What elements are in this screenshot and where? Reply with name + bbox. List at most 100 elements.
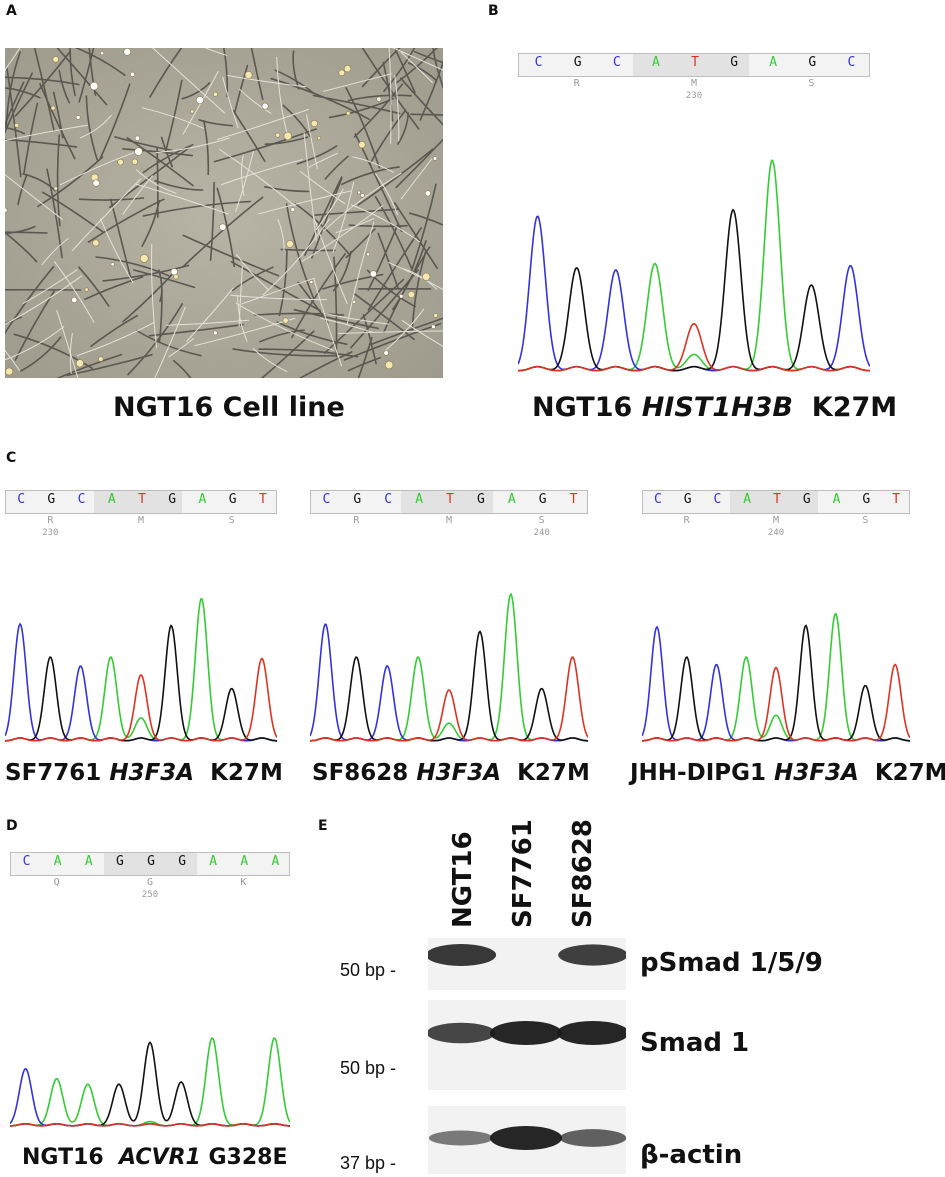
trace-A	[5, 597, 277, 742]
cell-line-micrograph	[5, 48, 443, 378]
sequence-base: G	[47, 492, 56, 507]
sequence-base: G	[228, 492, 237, 507]
sequence-base: G	[538, 492, 547, 507]
sequence-base: G	[862, 492, 871, 507]
lane-label-sf8628: SF8628	[568, 819, 598, 928]
trace-G	[642, 624, 910, 742]
sequence-position-label: 230	[42, 528, 59, 538]
panel-c3-sequence-annotations: R M S 240	[642, 514, 910, 544]
amino-acid-label: G	[146, 877, 154, 888]
trace-T	[518, 322, 870, 372]
panel-c2-sequence-annotations: R M S 240	[310, 514, 588, 544]
marker-label-beta-actin: 37 bp -	[340, 1153, 397, 1173]
sequence-base: G	[802, 492, 811, 507]
sequence-base: A	[198, 492, 207, 507]
sequence-base: C	[653, 492, 662, 507]
panel-c3-chromatogram	[642, 612, 910, 742]
sequence-base: T	[892, 492, 901, 507]
marker-label-pSmad: 50 bp -	[340, 960, 397, 980]
sequence-base: C	[612, 55, 621, 70]
trace-T	[10, 1123, 290, 1127]
sequence-base: T	[446, 492, 454, 507]
sequence-base: G	[683, 492, 692, 507]
sequence-position-label: 230	[685, 91, 703, 101]
panel-b-chromatogram	[518, 159, 870, 372]
sequence-base: A	[507, 492, 516, 507]
sequence-base: A	[832, 492, 841, 507]
sequence-base: A	[769, 55, 778, 70]
panel-label-c: C	[6, 450, 17, 466]
sequence-base: G	[808, 55, 817, 70]
panel-b-caption: NGT16 HIST1H3B K27M	[532, 392, 898, 423]
panel-d-chromatogram	[10, 1037, 290, 1127]
amino-acid-label: R	[573, 78, 580, 89]
sequence-base: C	[534, 55, 543, 70]
protein-label-beta-actin: β-actin	[640, 1140, 743, 1170]
trace-G	[5, 624, 277, 742]
sequence-base: G	[573, 55, 582, 70]
sequence-base: T	[258, 492, 267, 507]
sequence-base: A	[107, 492, 116, 507]
blot-band	[428, 1130, 494, 1146]
sequence-base: G	[730, 55, 739, 70]
sequence-base: A	[415, 492, 424, 507]
blot-band	[428, 1022, 496, 1044]
sequence-base: G	[178, 854, 187, 869]
sequence-base: G	[476, 492, 485, 507]
amino-acid-label: R	[47, 515, 54, 526]
sequence-base: G	[353, 492, 362, 507]
panel-d-caption: NGT16 ACVR1 G328E	[22, 1145, 288, 1170]
trace-A	[310, 592, 588, 742]
lane-label-ngt16: NGT16	[448, 831, 478, 928]
trace-G	[518, 208, 870, 372]
trace-G	[310, 630, 588, 742]
sequence-base: C	[384, 492, 393, 507]
western-blot-bands	[428, 944, 626, 1150]
sequence-base: T	[569, 492, 578, 507]
panel-c1-caption: SF7761 H3F3A K27M	[5, 760, 283, 786]
blot-band	[490, 1126, 562, 1150]
trace-T	[642, 663, 910, 742]
sequence-base: C	[847, 55, 856, 70]
sequence-base: A	[651, 55, 660, 70]
trace-T	[5, 657, 277, 742]
amino-acid-label: M	[690, 78, 698, 89]
blot-band	[558, 944, 626, 966]
sequence-base: A	[84, 854, 93, 869]
amino-acid-label: M	[137, 515, 145, 526]
sequence-position-label: 240	[767, 528, 785, 538]
sequence-base: A	[209, 854, 218, 869]
sequence-position-label: 250	[141, 890, 159, 900]
sequence-base: C	[322, 492, 331, 507]
trace-C	[10, 1068, 290, 1127]
panel-a-caption: NGT16 Cell line	[113, 392, 345, 423]
panel-label-a: A	[6, 3, 17, 19]
marker-label-smad1: 50 bp -	[340, 1058, 397, 1078]
blot-band	[490, 1021, 562, 1045]
panel-c2-chromatogram	[310, 592, 588, 742]
amino-acid-label: S	[538, 515, 545, 526]
amino-acid-label: S	[808, 78, 815, 89]
amino-acid-label: M	[772, 515, 780, 526]
panel-label-d: D	[6, 818, 18, 834]
amino-acid-label: Q	[53, 877, 60, 888]
sequence-base: C	[17, 492, 26, 507]
amino-acid-label: S	[228, 515, 235, 526]
sequence-base: G	[147, 854, 155, 869]
amino-acid-label: R	[683, 515, 690, 526]
trace-G	[10, 1041, 290, 1127]
sequence-base: A	[240, 854, 249, 869]
blot-band	[557, 1021, 626, 1045]
panel-c1-chromatogram	[5, 597, 277, 742]
trace-A	[10, 1037, 290, 1127]
amino-acid-label: S	[862, 515, 869, 526]
sequence-base: T	[138, 492, 146, 507]
sequence-base: T	[773, 492, 781, 507]
amino-acid-label: M	[445, 515, 453, 526]
panel-d-sequence-annotations: Q G K 250	[10, 876, 290, 906]
